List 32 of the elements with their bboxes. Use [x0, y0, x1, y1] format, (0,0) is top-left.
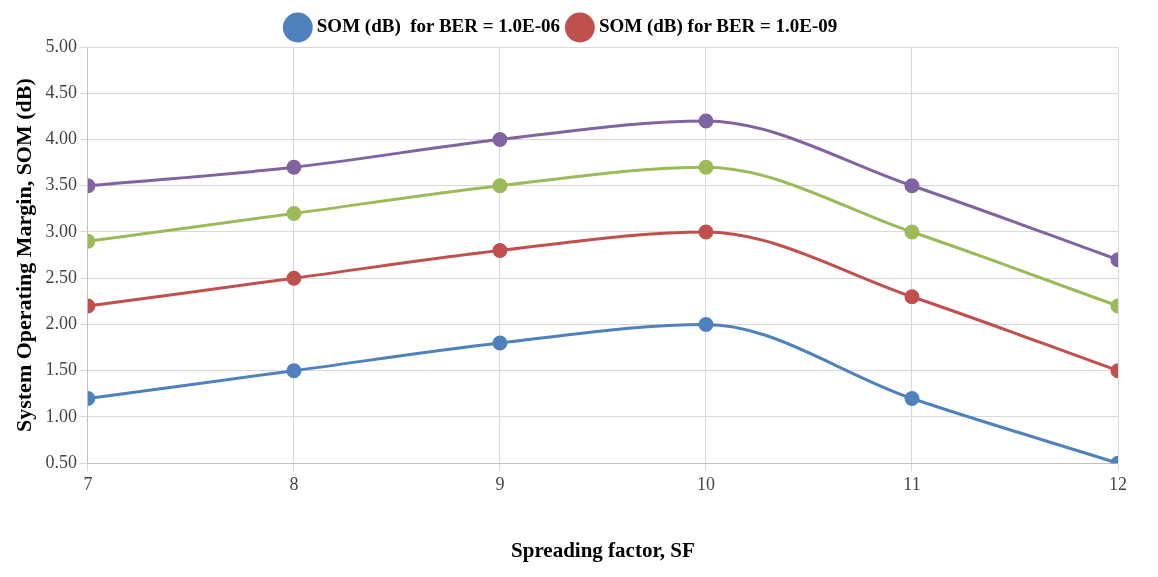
x-tick-label: 8 [289, 473, 299, 494]
y-tick-label: 5.00 [45, 35, 77, 56]
y-tick-label: 4.00 [45, 128, 77, 149]
x-tick-label: 7 [83, 473, 93, 494]
legend-label: SOM (dB) for BER = 1.0E-09 [598, 15, 838, 38]
point [698, 159, 714, 175]
y-tick-label: 3.00 [45, 220, 77, 241]
point [904, 289, 920, 305]
y-tick-label: 1.50 [45, 359, 77, 380]
y-tick-label: 3.50 [45, 174, 77, 195]
point [492, 131, 508, 147]
x-tick-label: 12 [1109, 473, 1127, 494]
y-tick-label: 1.00 [45, 405, 77, 426]
y-tick-label: 4.50 [45, 81, 77, 102]
y-tick-label: 2.50 [45, 266, 77, 287]
point [492, 335, 508, 351]
point [698, 316, 714, 332]
x-axis-title: Spreading factor, SF [511, 537, 695, 562]
x-tick-label: 9 [495, 473, 505, 494]
x-tick-label: 11 [903, 473, 921, 494]
point [492, 242, 508, 258]
point [698, 224, 714, 240]
point [492, 178, 508, 194]
y-tick-label: 0.50 [45, 451, 77, 472]
point [698, 113, 714, 129]
point [904, 390, 920, 406]
point [904, 224, 920, 240]
y-axis-title: System Operating Margin, SOM (dB) [10, 78, 36, 433]
legend-label: SOM (dB) for BER = 1.0E-06 [316, 15, 561, 38]
point [904, 178, 920, 194]
y-tick-label: 2.00 [45, 313, 77, 334]
x-tick-label: 10 [696, 473, 715, 494]
